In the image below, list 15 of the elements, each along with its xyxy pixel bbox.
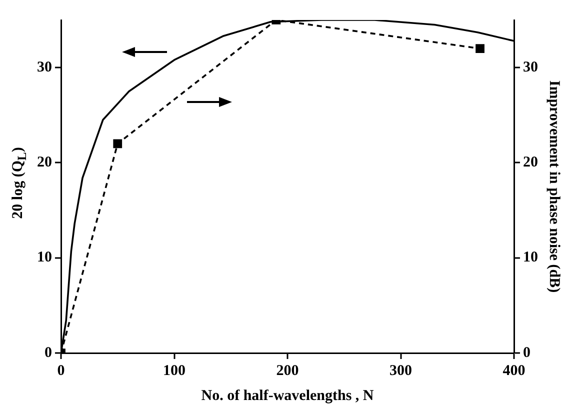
- x-tick-label: 100: [163, 362, 186, 379]
- y2-tick-label: 30: [523, 59, 538, 76]
- y2-tick-label: 0: [523, 344, 530, 361]
- y2-tick-label: 20: [523, 154, 538, 171]
- y2-tick-label: 10: [523, 250, 538, 266]
- x-tick-label: 400: [502, 362, 526, 379]
- y-tick-label: 0: [44, 344, 52, 361]
- y2-axis-title: Improvement in phase noise (dB): [546, 80, 562, 293]
- y-tick-label: 10: [37, 250, 52, 266]
- x-axis-title: No. of half-wavelengths , N: [201, 388, 374, 404]
- y-tick-label: 20: [37, 154, 52, 171]
- x-tick-label: 200: [276, 362, 299, 379]
- x-tick-label: 0: [57, 362, 65, 379]
- y-tick-label: 30: [37, 59, 52, 76]
- x-tick-label: 300: [390, 362, 412, 379]
